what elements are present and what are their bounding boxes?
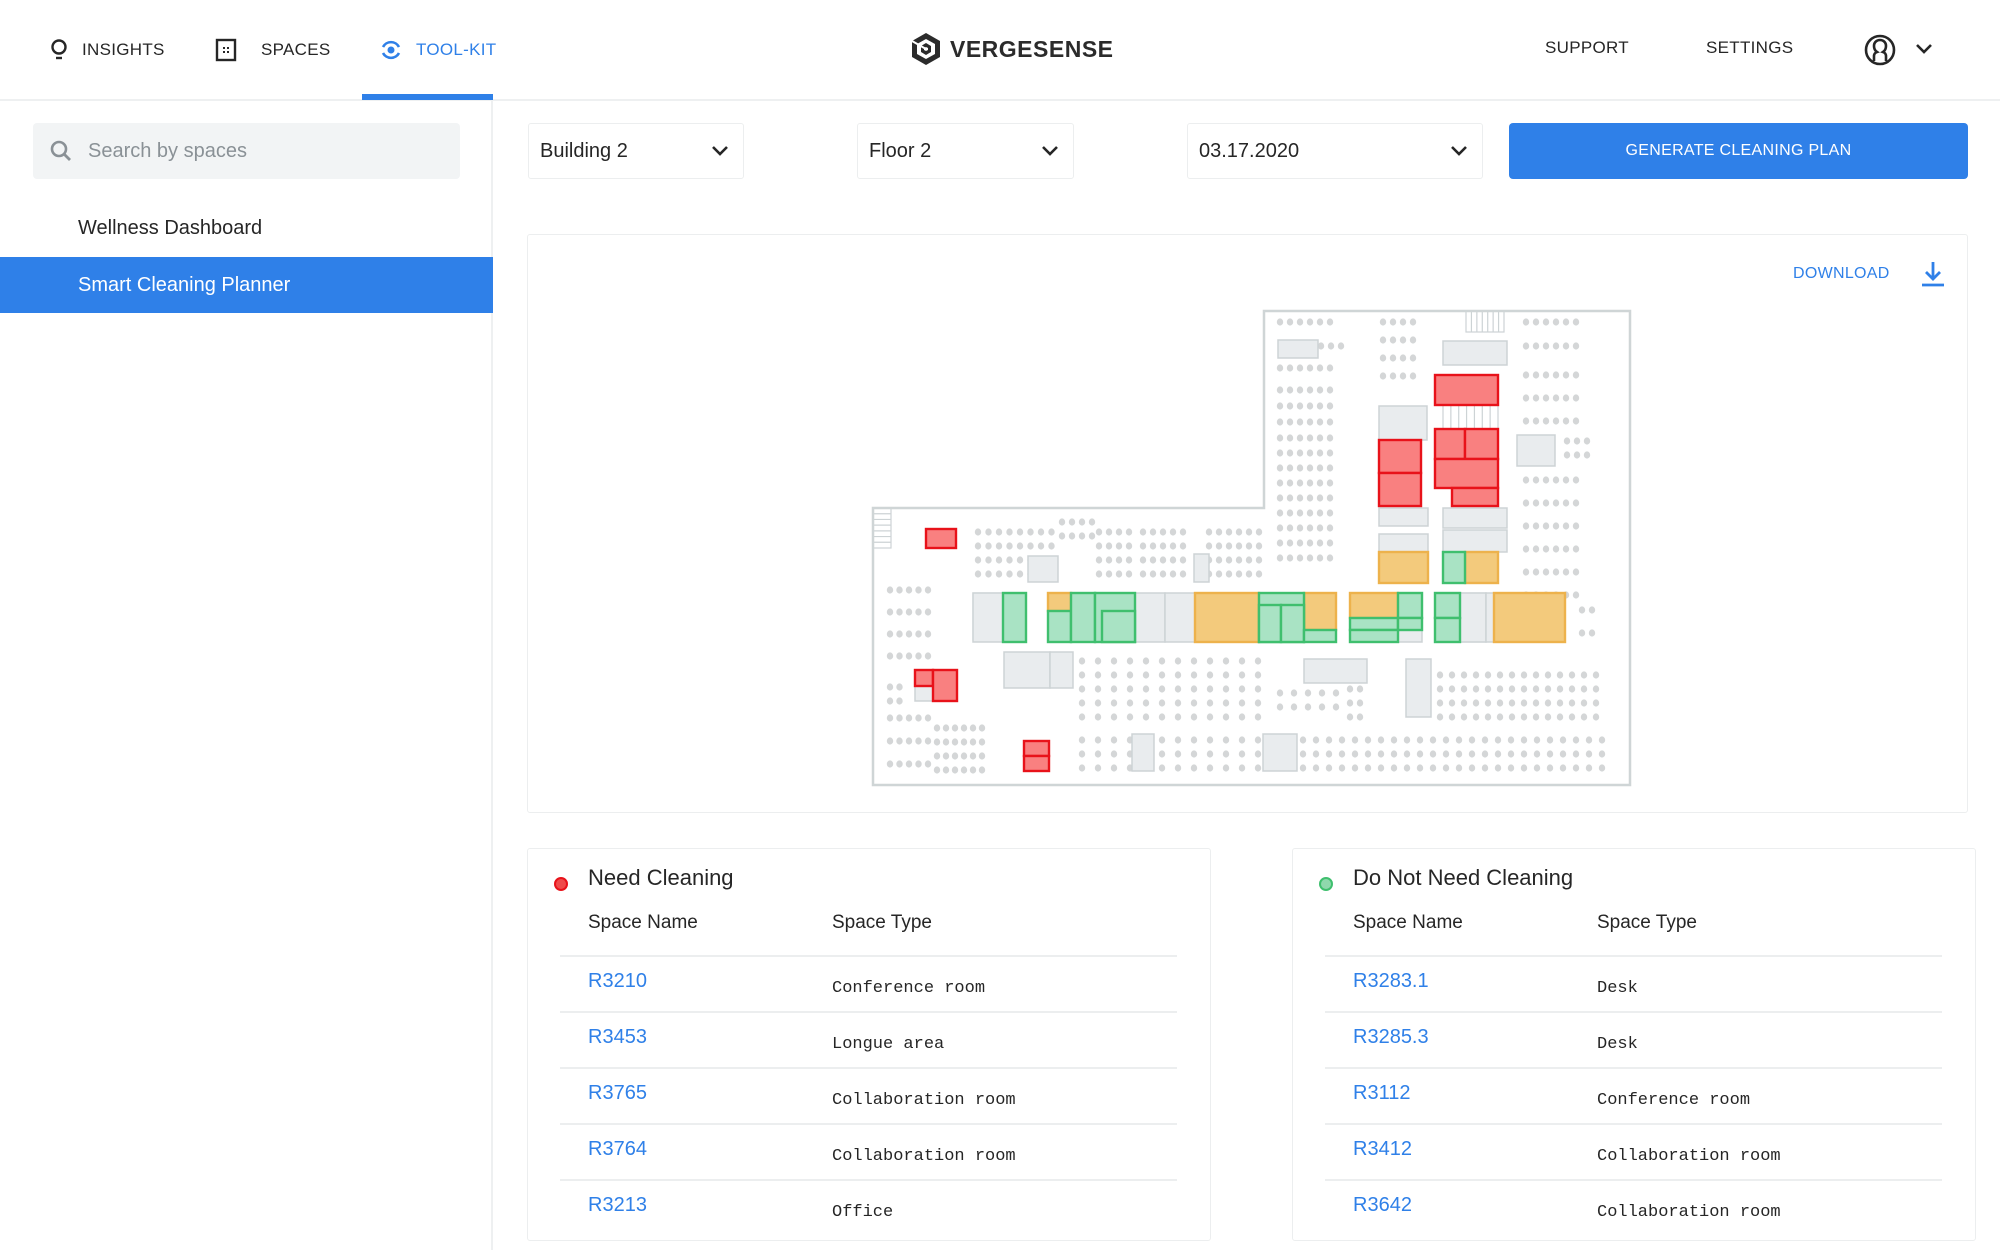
floor-select[interactable]: Floor 2 xyxy=(857,123,1074,179)
user-avatar-button[interactable] xyxy=(1864,34,1896,71)
chevron-down-icon xyxy=(712,146,728,156)
col-header-space-type: Space Type xyxy=(1597,912,1698,933)
sidebar: Wellness Dashboard Smart Cleaning Planne… xyxy=(0,101,493,1250)
search-icon xyxy=(50,140,71,161)
table-row: R3642 Collaboration room xyxy=(1325,1179,1942,1235)
sidebar-item-smart-cleaning-planner[interactable]: Smart Cleaning Planner xyxy=(0,257,493,313)
space-link[interactable]: R3213 xyxy=(588,1194,647,1216)
table-row: R3412 Collaboration room xyxy=(1325,1123,1942,1179)
table-row: R3285.3 Desk xyxy=(1325,1011,1942,1067)
nav-spaces-label: SPACES xyxy=(261,40,331,59)
date-select[interactable]: 03.17.2020 xyxy=(1187,123,1483,179)
space-link[interactable]: R3112 xyxy=(1353,1082,1411,1104)
need-cleaning-title: Need Cleaning xyxy=(588,865,734,890)
generate-cleaning-plan-button[interactable]: GENERATE CLEANING PLAN xyxy=(1509,123,1968,179)
space-type: Conference room xyxy=(1597,1091,1751,1110)
no-cleaning-title: Do Not Need Cleaning xyxy=(1353,865,1574,890)
need-cleaning-card: Need Cleaning Space Name Space Type R321… xyxy=(527,848,1211,1241)
logo-text: VERGESENSE xyxy=(950,35,1114,62)
chevron-down-icon xyxy=(1042,146,1058,156)
top-header: INSIGHTS SPACES TOOL-KIT VERGESENSE SUPP… xyxy=(0,0,2000,101)
active-tab-indicator xyxy=(362,94,493,100)
space-link[interactable]: R3285.3 xyxy=(1353,1026,1429,1048)
floor-select-value: Floor 2 xyxy=(869,139,932,162)
building-icon xyxy=(215,38,237,62)
no-cleaning-card: Do Not Need Cleaning Space Name Space Ty… xyxy=(1292,848,1976,1241)
nav-insights-label: INSIGHTS xyxy=(82,40,165,59)
col-header-space-type: Space Type xyxy=(832,912,933,933)
space-link[interactable]: R3283.1 xyxy=(1353,970,1429,992)
space-type: Collaboration room xyxy=(1597,1203,1781,1222)
user-avatar-icon xyxy=(1864,34,1896,66)
date-select-value: 03.17.2020 xyxy=(1199,139,1300,162)
space-link[interactable]: R3412 xyxy=(1353,1138,1412,1160)
table-row: R3213 Office xyxy=(560,1179,1177,1235)
space-type: Office xyxy=(832,1203,894,1222)
building-select-value: Building 2 xyxy=(540,139,628,162)
search-box[interactable] xyxy=(33,123,460,179)
nav-toolkit[interactable]: TOOL-KIT xyxy=(380,36,497,64)
table-row: R3764 Collaboration room xyxy=(560,1123,1177,1179)
space-type: Collaboration room xyxy=(1597,1147,1781,1166)
settings-link[interactable]: SETTINGS xyxy=(1706,38,1794,57)
download-icon xyxy=(1921,262,1944,287)
user-menu-chevron[interactable] xyxy=(1915,42,1933,60)
table-row: R3210 Conference room xyxy=(560,955,1177,1011)
space-type: Desk xyxy=(1597,1035,1638,1054)
col-header-space-name: Space Name xyxy=(1353,912,1463,933)
col-header-space-name: Space Name xyxy=(588,912,698,933)
space-type: Desk xyxy=(1597,979,1638,998)
space-link[interactable]: R3210 xyxy=(588,970,647,992)
table-row: R3453 Longue area xyxy=(560,1011,1177,1067)
table-row: R3112 Conference room xyxy=(1325,1067,1942,1123)
space-link[interactable]: R3765 xyxy=(588,1082,647,1104)
table-row: R3283.1 Desk xyxy=(1325,955,1942,1011)
space-type: Collaboration room xyxy=(832,1147,1016,1166)
chevron-down-icon xyxy=(1916,44,1932,54)
support-link[interactable]: SUPPORT xyxy=(1545,38,1629,57)
download-button[interactable]: DOWNLOAD xyxy=(1793,260,1946,288)
chevron-down-icon xyxy=(1451,146,1467,156)
nav-spaces[interactable]: SPACES xyxy=(215,36,331,64)
search-input[interactable] xyxy=(88,139,428,163)
download-label: DOWNLOAD xyxy=(1793,265,1890,282)
vergesense-logo-icon xyxy=(911,33,940,65)
need-cleaning-status-dot xyxy=(554,877,568,891)
space-type: Longue area xyxy=(832,1035,945,1054)
space-link[interactable]: R3453 xyxy=(588,1026,647,1048)
table-row: R3765 Collaboration room xyxy=(560,1067,1177,1123)
space-link[interactable]: R3642 xyxy=(1353,1194,1412,1216)
vergesense-logo[interactable]: VERGESENSE xyxy=(910,32,1114,66)
space-link[interactable]: R3764 xyxy=(588,1138,647,1160)
nav-insights[interactable]: INSIGHTS xyxy=(50,36,165,64)
sidebar-item-wellness-dashboard[interactable]: Wellness Dashboard xyxy=(78,216,263,239)
floor-map-card xyxy=(527,234,1968,813)
lightbulb-icon xyxy=(51,39,67,60)
space-type: Collaboration room xyxy=(832,1091,1016,1110)
building-select[interactable]: Building 2 xyxy=(528,123,744,179)
toolkit-icon xyxy=(381,40,401,60)
no-cleaning-status-dot xyxy=(1319,877,1333,891)
nav-toolkit-label: TOOL-KIT xyxy=(416,40,497,59)
space-type: Conference room xyxy=(832,979,986,998)
